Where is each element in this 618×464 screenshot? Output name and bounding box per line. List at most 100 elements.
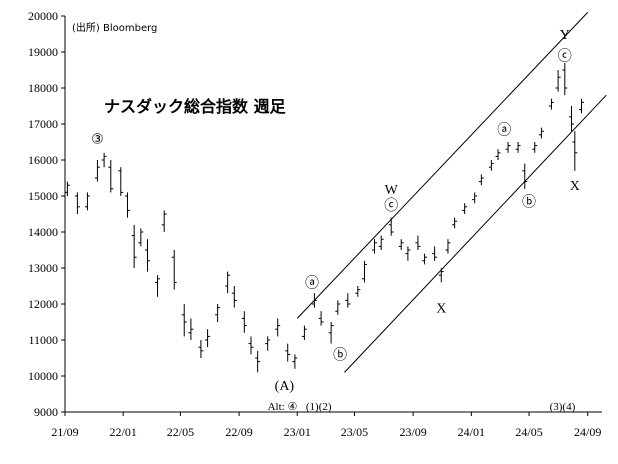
price-bar — [318, 311, 324, 326]
y-tick-label: 10000 — [28, 369, 58, 383]
price-bar — [275, 318, 281, 337]
price-bar — [255, 350, 261, 373]
price-bar — [548, 98, 554, 110]
wave-label: ⓐ — [497, 122, 511, 138]
price-bar — [472, 192, 478, 204]
y-tick-label: 13000 — [28, 261, 58, 275]
x-tick-label: 24/09 — [574, 425, 601, 439]
price-bar — [488, 160, 494, 171]
wave-label: Alt: ④ — [268, 401, 298, 413]
price-bar — [124, 192, 130, 218]
price-bar — [241, 311, 247, 333]
price-bar — [205, 329, 211, 348]
x-tick-label: 24/01 — [458, 425, 485, 439]
price-bar — [188, 318, 194, 340]
price-bar — [171, 250, 177, 290]
wave-label: ⓐ — [305, 275, 319, 291]
price-bars — [64, 62, 584, 373]
wave-label: W — [385, 183, 399, 198]
wave-label: (A) — [275, 379, 295, 394]
price-bar — [572, 131, 578, 171]
wave-label: (1)(2) — [306, 401, 332, 413]
trend-channels — [296, 12, 607, 373]
wave-label: ⓒ — [558, 49, 572, 65]
price-bar — [231, 286, 237, 308]
y-tick-label: 20000 — [28, 9, 58, 23]
price-bar — [495, 149, 501, 160]
y-tick-label: 12000 — [28, 297, 58, 311]
wave-label: (3)(4) — [550, 401, 576, 413]
wave-label: ⓒ — [384, 198, 398, 214]
price-bar — [225, 271, 231, 294]
x-tick-label: 21/09 — [51, 425, 78, 439]
price-bar — [415, 235, 421, 250]
price-bar — [555, 70, 561, 92]
wave-annotations: ③ (A) Alt: ④ (1)(2) ⓐ ⓑ Wⓒ Xⓐ ⓑ Yⓒ X (3)(4) — [91, 28, 580, 413]
price-bar — [562, 62, 568, 96]
price-bar — [452, 217, 458, 229]
wave-label: ⓑ — [333, 347, 347, 363]
y-tick-labels: 9000 10000 11000 12000 13000 14000 15000 16000 1… — [28, 9, 65, 419]
x-tick-label: 23/05 — [341, 425, 368, 439]
price-bar — [161, 210, 167, 232]
x-tick-label: 23/09 — [399, 425, 426, 439]
price-bar — [84, 192, 90, 211]
x-tick-label: 24/05 — [515, 425, 542, 439]
price-bar — [311, 293, 317, 308]
y-tick-label: 17000 — [28, 117, 58, 131]
y-tick-label: 9000 — [34, 405, 58, 419]
price-bar — [505, 142, 511, 153]
wave-label: ⓑ — [522, 194, 536, 210]
price-bar — [292, 354, 298, 369]
price-bar — [248, 336, 254, 355]
y-tick-label: 15000 — [28, 189, 58, 203]
price-bar — [361, 260, 367, 283]
price-bar — [131, 224, 137, 268]
price-bar — [478, 174, 484, 186]
price-bar — [108, 160, 114, 193]
y-tick-label: 19000 — [28, 45, 58, 59]
x-tick-label: 23/01 — [284, 425, 311, 439]
price-bar — [335, 300, 341, 315]
wave-label: ③ — [91, 132, 104, 147]
channel-line — [296, 12, 589, 319]
price-bar — [398, 239, 404, 250]
price-bar — [372, 239, 378, 254]
x-tick-label: 22/05 — [167, 425, 194, 439]
chart-title: ナスダック総合指数 週足 — [104, 97, 287, 116]
price-bar — [138, 228, 144, 247]
price-bar — [215, 304, 221, 322]
price-bar — [532, 142, 538, 153]
price-bar — [515, 142, 521, 153]
price-bar — [432, 246, 438, 261]
price-bar — [118, 167, 124, 196]
price-bar — [101, 152, 107, 168]
price-bar — [568, 106, 574, 132]
price-bar — [462, 203, 468, 214]
price-bar — [405, 246, 411, 261]
price-bar — [265, 336, 271, 351]
price-bar — [328, 322, 334, 344]
price-bar — [438, 268, 444, 283]
x-tick-label: 22/01 — [110, 425, 137, 439]
y-tick-label: 11000 — [28, 333, 58, 347]
price-bar — [94, 160, 100, 182]
price-bar — [378, 235, 384, 250]
axes — [64, 16, 602, 413]
price-bar — [198, 340, 204, 358]
price-bar — [355, 286, 361, 297]
x-tick-label: 22/09 — [225, 425, 252, 439]
wave-label: Y — [560, 28, 570, 43]
channel-line — [344, 94, 607, 373]
price-bar — [578, 98, 584, 114]
y-tick-label: 18000 — [28, 81, 58, 95]
price-bar — [285, 343, 291, 362]
price-bar — [155, 275, 161, 297]
price-bar — [538, 127, 544, 139]
price-bar — [388, 217, 394, 236]
price-bar — [181, 304, 187, 337]
price-bar — [74, 192, 80, 214]
price-bar — [145, 239, 151, 272]
y-tick-label: 16000 — [28, 153, 58, 167]
